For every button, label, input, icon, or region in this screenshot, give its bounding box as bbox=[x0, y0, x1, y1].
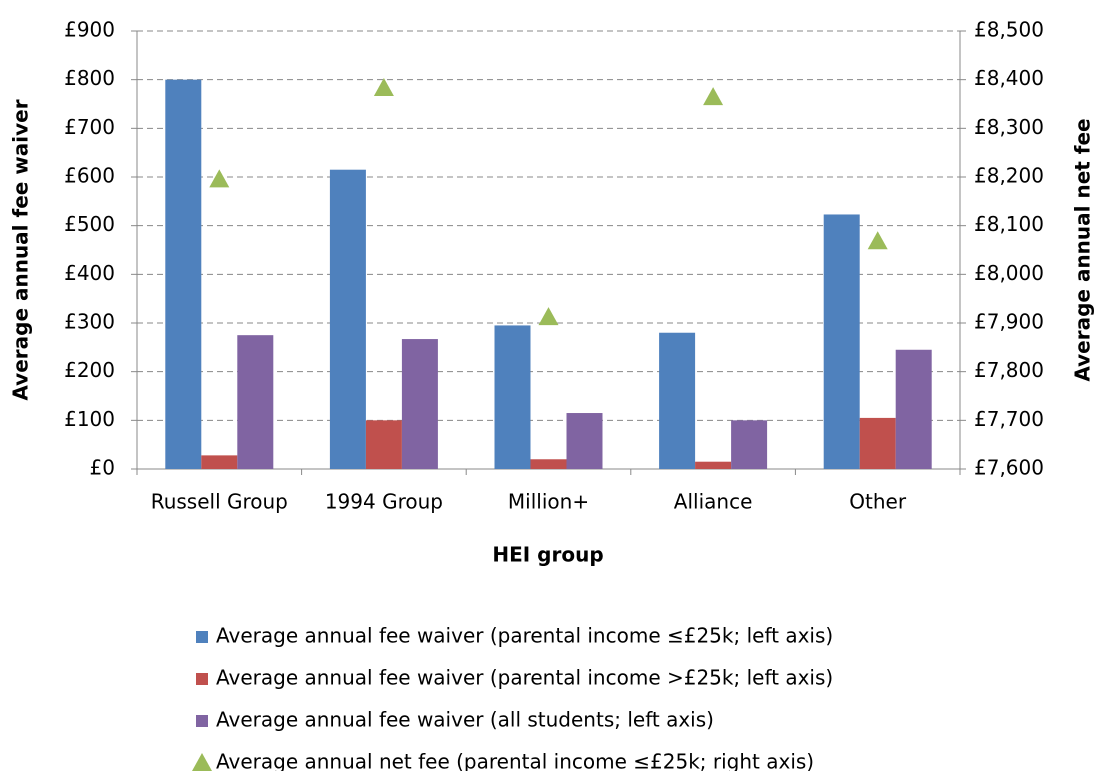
bar bbox=[566, 413, 603, 469]
legend-swatch bbox=[196, 631, 208, 643]
y-tick-label: £200 bbox=[64, 358, 115, 382]
legend-label: Average annual fee waiver (all students;… bbox=[216, 708, 714, 732]
y-tick-label: £800 bbox=[64, 66, 115, 90]
y2-tick-label: £8,200 bbox=[974, 164, 1044, 188]
legend-label: Average annual fee waiver (parental inco… bbox=[216, 666, 833, 690]
x-tick-label: Million+ bbox=[508, 490, 589, 514]
y2-axis-title: Average annual net fee bbox=[1071, 118, 1095, 381]
y-tick-label: £700 bbox=[64, 115, 115, 139]
bar bbox=[895, 349, 932, 469]
bar bbox=[530, 459, 567, 469]
y2-tick-label: £7,900 bbox=[974, 310, 1044, 334]
y-axis-title: Average annual fee waiver bbox=[9, 99, 33, 400]
x-axis-title: HEI group bbox=[492, 543, 603, 567]
marker bbox=[703, 87, 724, 106]
bar bbox=[401, 339, 438, 469]
y2-tick-label: £8,400 bbox=[974, 66, 1044, 90]
y2-tick-label: £7,800 bbox=[974, 358, 1044, 382]
bar bbox=[329, 169, 366, 469]
y-tick-label: £300 bbox=[64, 310, 115, 334]
bar bbox=[659, 332, 696, 469]
y2-tick-label: £8,100 bbox=[974, 212, 1044, 236]
x-tick-label: Alliance bbox=[674, 490, 753, 514]
bar bbox=[365, 420, 402, 469]
marker bbox=[538, 307, 559, 326]
bar bbox=[237, 335, 274, 469]
y-tick-label: £400 bbox=[64, 261, 115, 285]
legend-label: Average annual fee waiver (parental inco… bbox=[216, 624, 833, 648]
bar bbox=[731, 420, 768, 469]
y-tick-label: £500 bbox=[64, 212, 115, 236]
y2-tick-label: £7,700 bbox=[974, 407, 1044, 431]
y-tick-label: £900 bbox=[64, 18, 115, 42]
legend-swatch bbox=[196, 715, 208, 727]
y2-tick-label: £7,600 bbox=[974, 456, 1044, 480]
legend-marker bbox=[192, 753, 212, 771]
y-tick-label: £600 bbox=[64, 164, 115, 188]
y2-tick-label: £8,000 bbox=[974, 261, 1044, 285]
legend-swatch bbox=[196, 673, 208, 685]
marker bbox=[209, 169, 230, 188]
y2-tick-label: £8,300 bbox=[974, 115, 1044, 139]
x-tick-label: Other bbox=[849, 490, 907, 514]
bar bbox=[859, 417, 896, 469]
bar bbox=[165, 79, 202, 470]
marker bbox=[867, 231, 888, 250]
legend-label: Average annual net fee (parental income … bbox=[216, 750, 814, 772]
bar bbox=[823, 214, 860, 469]
y-tick-label: £100 bbox=[64, 407, 115, 431]
bar bbox=[494, 325, 531, 469]
x-tick-label: 1994 Group bbox=[325, 490, 443, 514]
x-tick-label: Russell Group bbox=[151, 490, 288, 514]
bar bbox=[201, 455, 238, 469]
y2-tick-label: £8,500 bbox=[974, 18, 1044, 42]
y-tick-label: £0 bbox=[90, 456, 115, 480]
marker bbox=[373, 77, 394, 96]
bar bbox=[695, 461, 732, 469]
